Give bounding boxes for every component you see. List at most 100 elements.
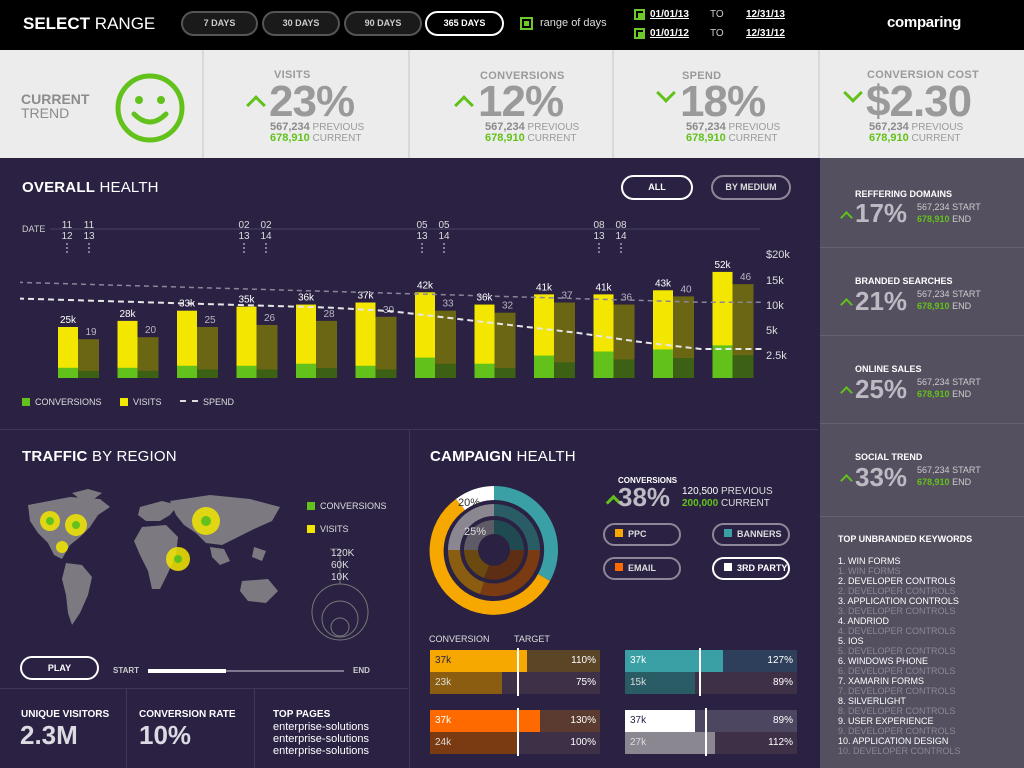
- y-axis-tick-label: 15k: [766, 275, 784, 287]
- conversions-kpi-label: CONVERSIONS: [480, 70, 565, 82]
- spend-kpi-card: SPEND 18% 567,234 PREVIOUS 678,910 CURRE…: [614, 50, 818, 158]
- keywords-title: TOP UNBRANDED KEYWORDS: [838, 534, 973, 544]
- conversions-current: 678,910 CURRENT: [485, 132, 577, 145]
- keyword-item[interactable]: 2. DEVELOPER CONTROLS: [838, 586, 956, 596]
- conversion-cost-kpi-value: $2.30: [866, 77, 972, 126]
- keyword-item[interactable]: 5. DEVELOPER CONTROLS: [838, 646, 956, 656]
- all-button[interactable]: ALL: [621, 175, 693, 200]
- visits-label: 37k: [357, 291, 374, 302]
- visits-current: 678,910 CURRENT: [270, 132, 362, 145]
- keyword-item[interactable]: 10. DEVELOPER CONTROLS: [838, 746, 961, 756]
- range-7-days-button[interactable]: 7 DAYS: [181, 11, 258, 36]
- target-marker: [699, 670, 701, 696]
- timeline-start-label: START: [113, 666, 140, 675]
- bar-remainder: [695, 710, 797, 732]
- date-tick-month: 08: [615, 220, 627, 231]
- y-axis-tick-label: 2.5k: [766, 350, 787, 362]
- previous-visits-bar: [197, 327, 218, 378]
- target-marker: [517, 708, 519, 734]
- keyword-item[interactable]: 4. ANDRIOD: [838, 616, 890, 626]
- map-scale-labels: 120K 60K 10K: [331, 548, 355, 583]
- top-page-link[interactable]: enterprise-solutions: [273, 745, 369, 757]
- keyword-item[interactable]: 1. WIN FORMS: [838, 566, 901, 576]
- banners-channel-button[interactable]: BANNERS: [712, 523, 790, 546]
- visits-label: 25k: [60, 315, 77, 326]
- range-90-days-button[interactable]: 90 DAYS: [344, 11, 422, 36]
- range-30-days-button[interactable]: 30 DAYS: [262, 11, 340, 36]
- visits-label: 42k: [417, 280, 434, 291]
- date-tick-month: 02: [260, 220, 272, 231]
- banners-previous-bar: 15k 89%: [625, 670, 797, 696]
- previous-conversions-bar: [375, 369, 397, 378]
- previous-visits-bar: [435, 310, 456, 378]
- keyword-item[interactable]: 1. WIN FORMS: [838, 556, 901, 566]
- y-axis-tick-label: 10k: [766, 300, 784, 312]
- date-from-2[interactable]: 01/01/12: [650, 28, 689, 39]
- date-to-2[interactable]: 12/31/12: [746, 28, 785, 39]
- top-pages-list: enterprise-solutions enterprise-solution…: [273, 721, 369, 757]
- date-to-1[interactable]: 12/31/13: [746, 9, 785, 20]
- previous-conversions-bar: [78, 370, 99, 378]
- bar-fill: [625, 672, 695, 694]
- email-current-bar: 37k 130%: [430, 708, 600, 734]
- timeline-track[interactable]: [148, 670, 344, 672]
- by-medium-button[interactable]: BY MEDIUM: [711, 175, 791, 200]
- keyword-item[interactable]: 6. WINDOWS PHONE: [838, 656, 929, 666]
- visits-label: 36k: [476, 293, 493, 304]
- keyword-item[interactable]: 4. DEVELOPER CONTROLS: [838, 626, 956, 636]
- trend-up-icon: [840, 211, 853, 224]
- email-channel-button[interactable]: EMAIL: [603, 557, 681, 580]
- target-column-label: TARGET: [514, 634, 550, 644]
- range-of-days-checkbox[interactable]: [520, 17, 533, 30]
- keyword-item[interactable]: 9. DEVELOPER CONTROLS: [838, 726, 956, 736]
- date-tick-year: 14: [260, 231, 272, 242]
- keyword-item[interactable]: 10. APPLICATION DESIGN: [838, 736, 949, 746]
- date-tick-year: 12: [61, 231, 73, 242]
- keyword-item[interactable]: 6. DEVELOPER CONTROLS: [838, 666, 956, 676]
- inner-ring-percent: 25%: [464, 526, 487, 538]
- keyword-item[interactable]: 9. USER EXPERIENCE: [838, 716, 934, 726]
- keyword-item[interactable]: 7. XAMARIN FORMS: [838, 676, 925, 686]
- date-to-label-2: TO: [710, 28, 724, 39]
- conversions-bar: [712, 345, 733, 378]
- keyword-item[interactable]: 5. IOS: [838, 636, 864, 646]
- keyword-item[interactable]: 2. DEVELOPER CONTROLS: [838, 576, 956, 586]
- previous-visits-label: 40: [680, 284, 692, 295]
- top-page-link[interactable]: enterprise-solutions: [273, 721, 369, 733]
- conversions-bar: [534, 355, 554, 378]
- previous-visits-bar: [78, 339, 99, 378]
- third-party-channel-button[interactable]: 3RD PARTY: [712, 557, 790, 580]
- date-row-2-checkbox[interactable]: [634, 28, 645, 39]
- keyword-item[interactable]: 7. DEVELOPER CONTROLS: [838, 686, 956, 696]
- previous-visits-bar: [256, 324, 278, 378]
- visits-bar: [58, 327, 78, 378]
- ppc-channel-button[interactable]: PPC: [603, 523, 681, 546]
- play-button[interactable]: PLAY: [20, 656, 99, 680]
- previous-visits-bar: [554, 302, 575, 378]
- target-marker: [705, 730, 707, 756]
- visits-label: 33k: [179, 299, 196, 310]
- keyword-item[interactable]: 3. APPLICATION CONTROLS: [838, 596, 959, 606]
- bar-remainder: [540, 710, 600, 732]
- previous-visits-label: 36: [621, 293, 633, 304]
- top-page-link[interactable]: enterprise-solutions: [273, 733, 369, 745]
- previous-visits-label: 26: [264, 313, 276, 324]
- range-365-days-button[interactable]: 365 DAYS: [425, 11, 504, 36]
- trend-down-icon: [656, 83, 676, 103]
- date-from-1[interactable]: 01/01/13: [650, 9, 689, 20]
- previous-visits-bar: [732, 284, 754, 378]
- target-marker: [705, 708, 707, 734]
- spend-line: [19, 297, 762, 350]
- visits-label: 28k: [119, 309, 136, 320]
- previous-visits-label: 33: [442, 299, 454, 310]
- referring-domains-section: REFFERING DOMAINS 17% 567,234 START 678,9…: [820, 158, 1024, 248]
- keyword-item[interactable]: 3. DEVELOPER CONTROLS: [838, 606, 956, 616]
- date-tick-year: 14: [615, 231, 627, 242]
- date-row-1-checkbox[interactable]: [634, 9, 645, 20]
- third-party-previous-bar: 27k 112%: [625, 730, 797, 756]
- top-pages-label: TOP PAGES: [273, 709, 331, 720]
- previous-visits-bar: [494, 312, 516, 378]
- keyword-item[interactable]: 8. DEVELOPER CONTROLS: [838, 706, 956, 716]
- conversions-bar: [653, 349, 673, 378]
- keyword-item[interactable]: 8. SILVERLIGHT: [838, 696, 906, 706]
